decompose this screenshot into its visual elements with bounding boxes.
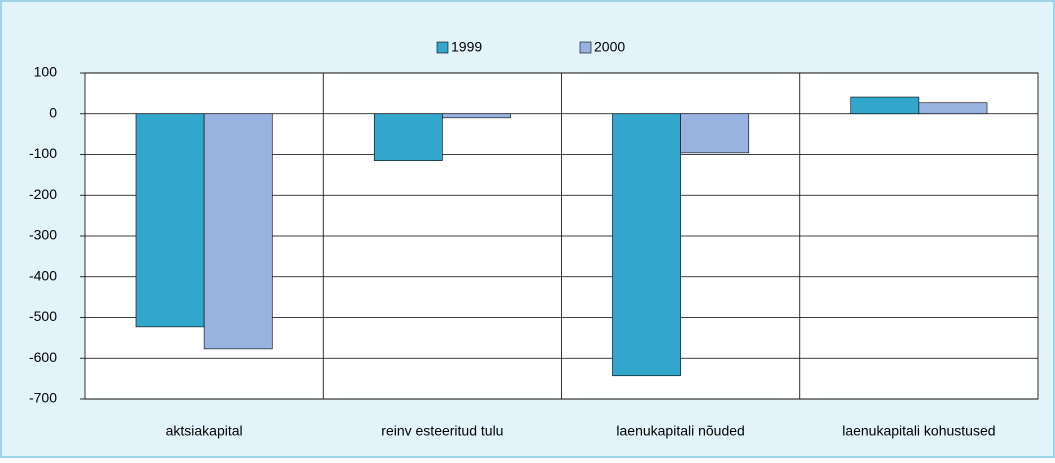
bar — [612, 113, 681, 377]
plot-border — [84, 72, 1039, 400]
bar — [442, 113, 511, 119]
y-tick-label: -300 — [29, 227, 57, 243]
bar — [203, 113, 273, 350]
bar — [135, 113, 205, 328]
y-tick-label: 0 — [49, 104, 57, 120]
x-tick-label: aktsiakapital — [166, 423, 243, 439]
bar — [373, 113, 443, 161]
x-tick-label: laenukapitali kohustused — [842, 423, 995, 439]
bar — [918, 102, 988, 115]
x-tick-label: laenukapitali nõuded — [616, 423, 744, 439]
y-tick-label: -200 — [29, 186, 57, 202]
bar — [850, 96, 920, 115]
legend-swatch — [436, 41, 449, 54]
y-tick-label: -500 — [29, 308, 57, 324]
y-tick-label: -700 — [29, 390, 57, 406]
legend-label: 1999 — [451, 39, 482, 55]
bar — [680, 113, 750, 154]
legend-label: 2000 — [594, 39, 625, 55]
legend-swatch — [579, 41, 592, 54]
y-tick-label: -400 — [29, 267, 57, 283]
y-tick-label: 100 — [34, 64, 58, 80]
x-tick-label: reinv esteeritud tulu — [381, 423, 503, 439]
y-tick-label: -600 — [29, 349, 57, 365]
y-tick-label: -100 — [29, 145, 57, 161]
